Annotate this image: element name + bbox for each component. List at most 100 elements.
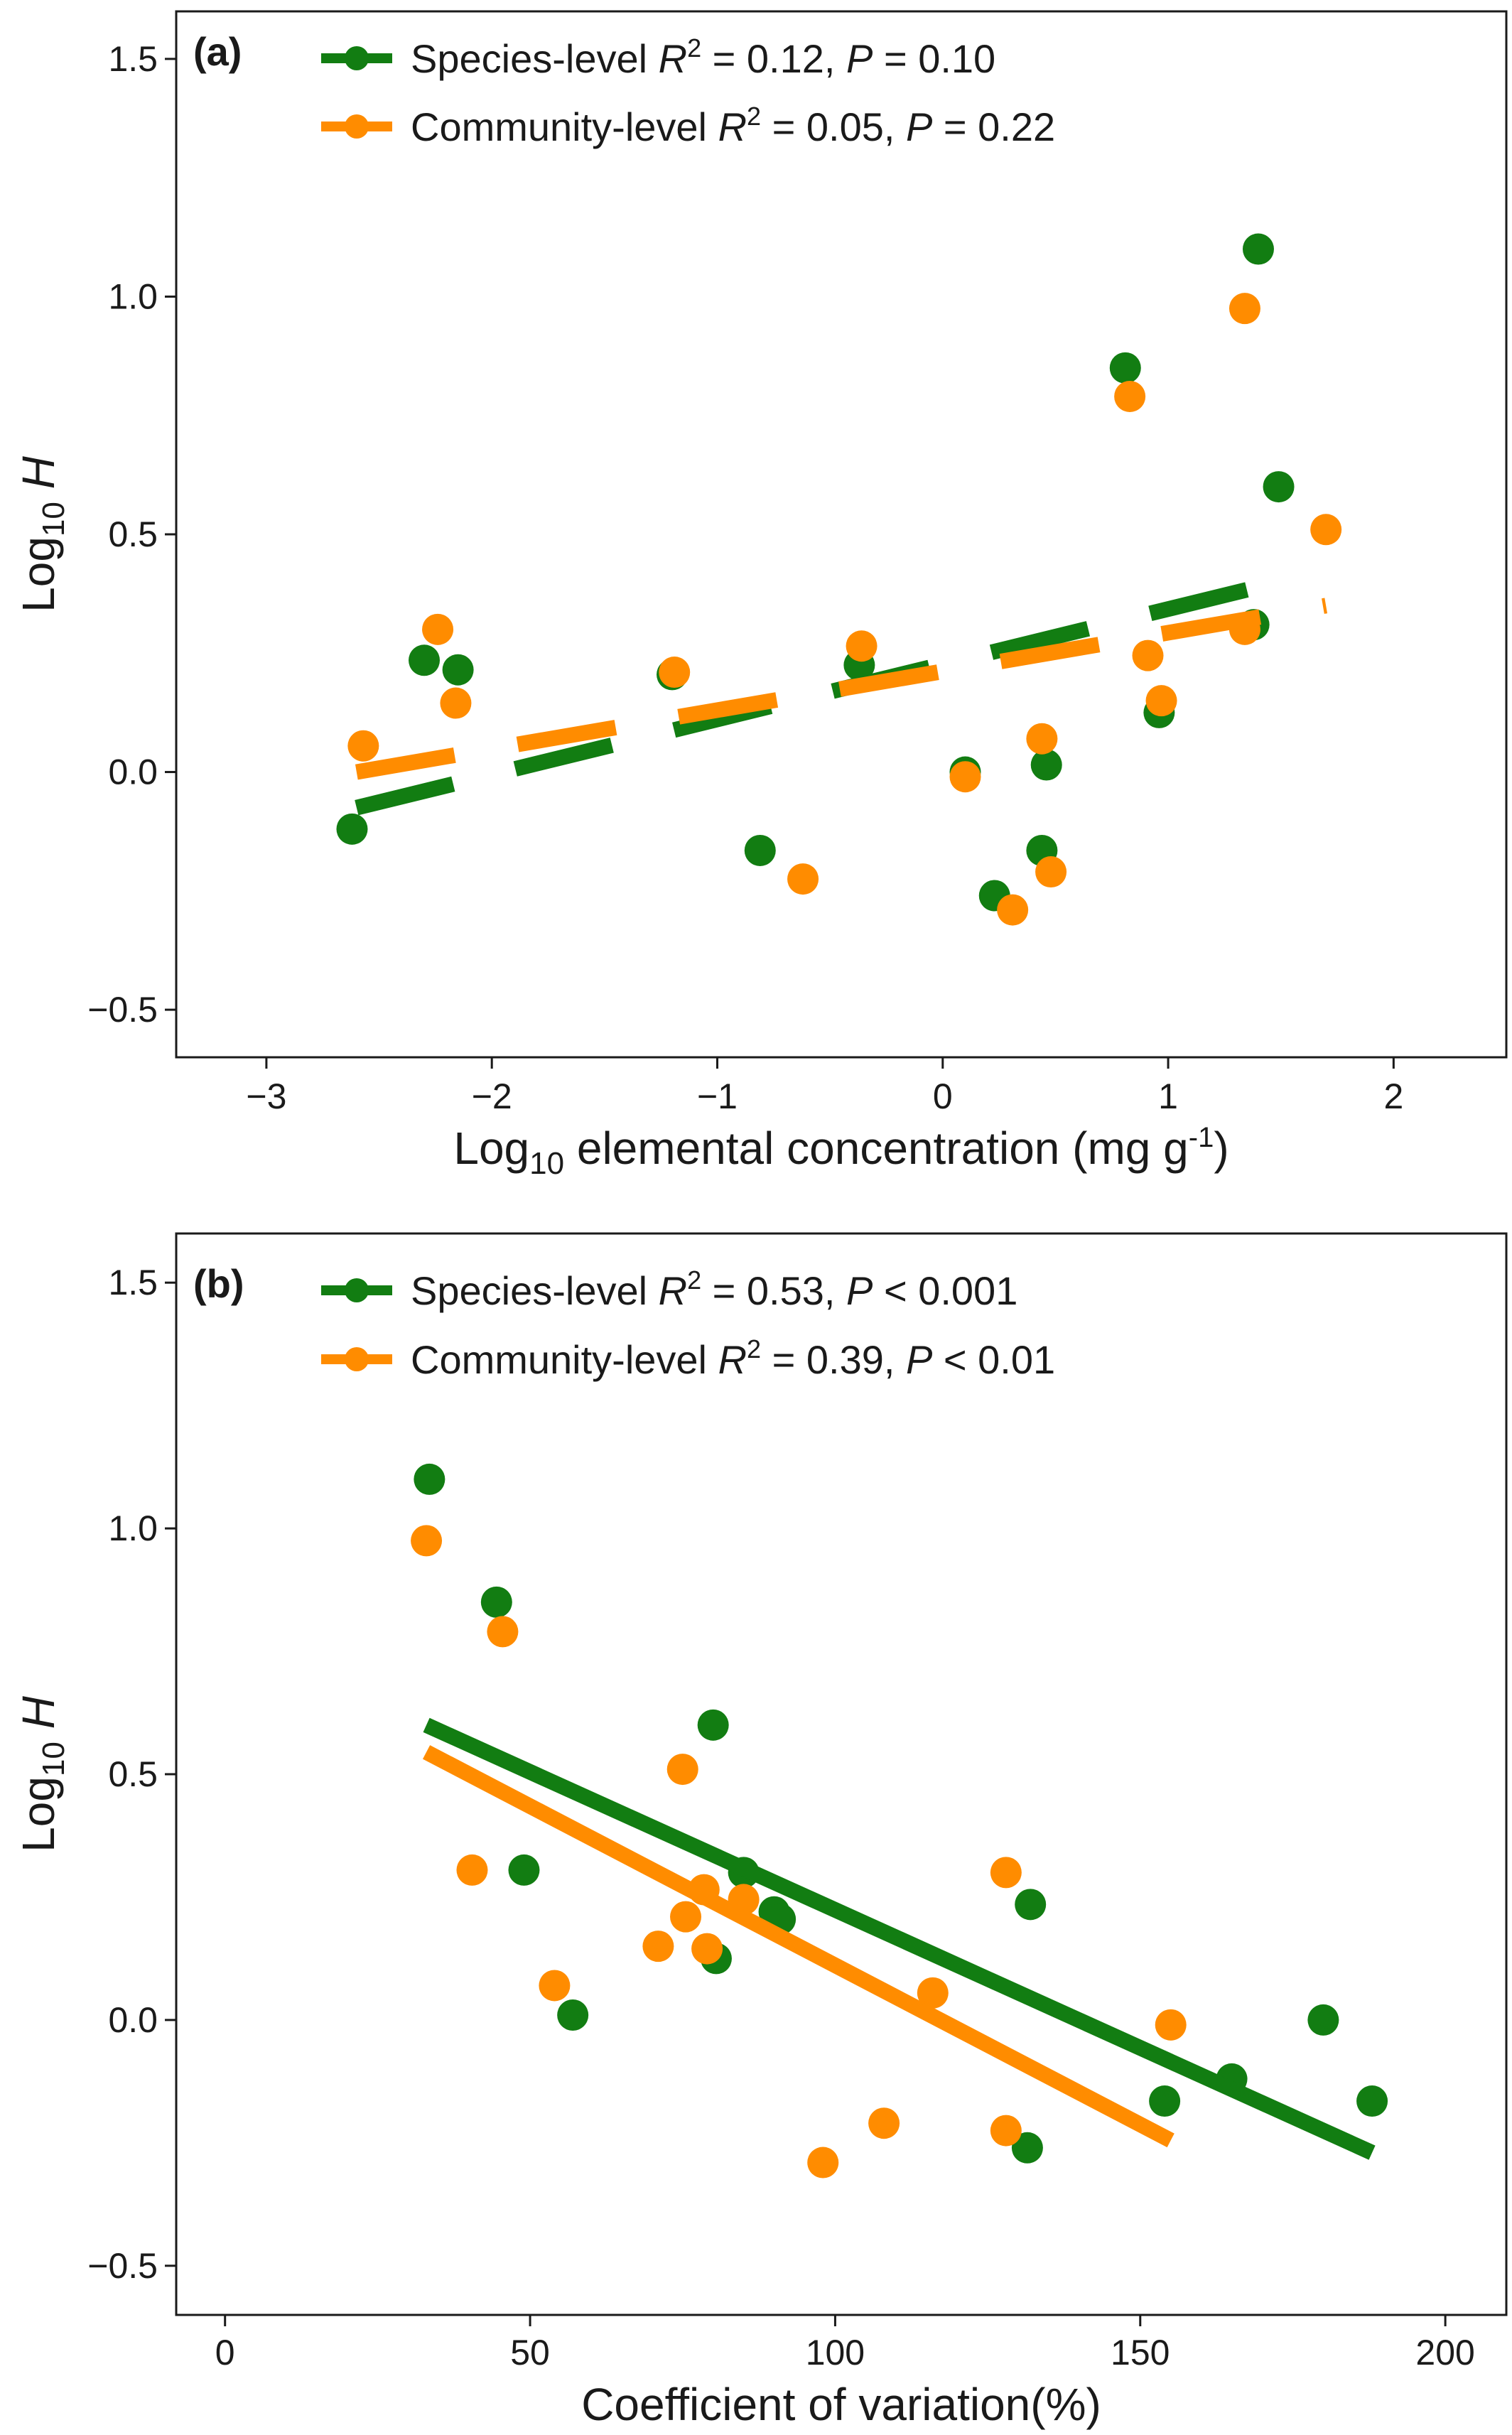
y-tick-label: 0.5 xyxy=(108,514,158,554)
x-tick-label: 200 xyxy=(1415,2333,1474,2372)
y-axis-title-space xyxy=(13,489,64,502)
y-axis-title-space xyxy=(13,1729,64,1742)
y-tick-label: 1.5 xyxy=(108,1263,158,1302)
x-axis-title-superscript: -1 xyxy=(1189,1122,1214,1153)
x-tick-label: 0 xyxy=(215,2333,235,2372)
species-level-point xyxy=(1030,749,1062,781)
community-level-point xyxy=(642,1931,674,1962)
y-axis-title-subscript: 10 xyxy=(36,502,71,536)
x-axis-title: Log10 elemental concentration (mg g-1) xyxy=(453,1122,1228,1181)
community-level-point xyxy=(1310,514,1342,546)
community-level-fit-line xyxy=(422,1745,1174,2148)
legend-r-superscript: 2 xyxy=(747,102,761,131)
community-level-point xyxy=(659,657,691,689)
community-level-point xyxy=(456,1854,488,1886)
community-level-point xyxy=(670,1901,702,1933)
y-axis-title: Log10 H xyxy=(13,455,71,612)
species-level-point xyxy=(557,1999,589,2031)
community-level-point xyxy=(1155,2009,1187,2041)
legend-p-value: < 0.001 xyxy=(873,1268,1017,1313)
y-axis-title-variable: H xyxy=(13,455,64,489)
species-level-point xyxy=(1356,2085,1388,2117)
legend-p-symbol: P xyxy=(906,104,932,149)
species-level-point xyxy=(1015,1889,1047,1921)
x-tick-label: −2 xyxy=(472,1076,512,1116)
community-level-point xyxy=(440,687,472,719)
species-level-fit-line xyxy=(355,576,1272,816)
species-level-point xyxy=(1011,2132,1043,2164)
species-level-point xyxy=(1307,2004,1339,2036)
legend-r-symbol: R xyxy=(718,104,747,149)
x-axis-title-text: ) xyxy=(1214,1123,1228,1174)
community-level-point xyxy=(949,761,981,793)
community-level-point xyxy=(411,1525,443,1557)
panel-tag: (b) xyxy=(193,1261,244,1306)
community-level-point xyxy=(347,730,379,762)
species-level-legend-label: Species-level R2 = 0.12, P = 0.10 xyxy=(411,33,995,81)
legend-r-superscript: 2 xyxy=(687,1265,701,1295)
species-level-point xyxy=(1149,2085,1181,2117)
legend-r-symbol: R xyxy=(718,1337,747,1382)
y-tick-label: 1.0 xyxy=(108,276,158,316)
y-tick-label: −0.5 xyxy=(87,2246,158,2286)
legend-r-value: = 0.39, xyxy=(761,1337,906,1382)
species-level-point xyxy=(409,644,441,676)
community-level-point xyxy=(666,1754,698,1786)
species-level-point xyxy=(508,1854,540,1886)
y-tick-label: 1.0 xyxy=(108,1508,158,1548)
legend-series-name: Community-level xyxy=(411,1337,718,1382)
community-level-point xyxy=(487,1616,519,1648)
legend-series-name: Community-level xyxy=(411,104,718,149)
community-level-point xyxy=(787,863,819,895)
community-level-point xyxy=(691,1933,723,1965)
panel-tag: (a) xyxy=(193,29,242,74)
legend-series-name: Species-level xyxy=(411,36,659,81)
legend-r-value: = 0.12, xyxy=(701,36,846,81)
community-level-point xyxy=(1026,723,1058,755)
x-tick-label: 2 xyxy=(1383,1076,1403,1116)
legend-r-superscript: 2 xyxy=(747,1334,761,1364)
species-level-legend-marker xyxy=(345,1278,369,1302)
community-level-legend-marker xyxy=(345,114,369,139)
y-tick-label: 0.5 xyxy=(108,1754,158,1794)
community-level-point xyxy=(917,1977,949,2009)
species-level-fit-line xyxy=(423,1717,1376,2160)
legend-series-name: Species-level xyxy=(411,1268,659,1313)
legend-p-symbol: P xyxy=(846,36,873,81)
plot-frame xyxy=(175,10,1508,1059)
x-tick-label: −1 xyxy=(697,1076,738,1116)
y-axis-title-text: Log xyxy=(13,1776,64,1852)
community-level-point xyxy=(1228,293,1260,325)
community-level-point xyxy=(1114,380,1146,412)
x-axis-title-text: Log xyxy=(453,1123,529,1174)
x-tick-label: 1 xyxy=(1158,1076,1178,1116)
legend-r-value: = 0.05, xyxy=(761,104,906,149)
community-level-legend-label: Community-level R2 = 0.39, P < 0.01 xyxy=(411,1334,1055,1382)
community-level-legend-label: Community-level R2 = 0.05, P = 0.22 xyxy=(411,102,1055,149)
species-level-point xyxy=(480,1586,512,1618)
panel-b-scatter-plot: −0.5 0.0 0.5 1.0 1.5 0 50 100 150 200 Log10 H Coeff… xyxy=(13,1232,1508,2430)
legend-p-value: = 0.22 xyxy=(932,104,1055,149)
legend-p-symbol: P xyxy=(906,1337,932,1382)
x-axis-title: Coefficient of variation(%) xyxy=(581,2379,1101,2430)
community-level-point xyxy=(997,894,1029,926)
x-tick-label: 50 xyxy=(510,2333,550,2372)
community-level-point xyxy=(990,1857,1022,1889)
legend-r-superscript: 2 xyxy=(687,33,701,63)
species-level-point xyxy=(1242,233,1274,265)
x-tick-label: 0 xyxy=(933,1076,953,1116)
community-level-legend-marker xyxy=(345,1347,369,1371)
species-level-legend-label: Species-level R2 = 0.53, P < 0.001 xyxy=(411,1265,1017,1313)
community-level-point xyxy=(846,630,878,662)
community-level-point xyxy=(868,2107,900,2139)
species-level-point xyxy=(1109,352,1141,384)
legend-p-value: < 0.01 xyxy=(932,1337,1055,1382)
species-level-point xyxy=(697,1709,729,1741)
y-tick-label: 0.0 xyxy=(108,752,158,792)
x-axis-title-text: elemental concentration (mg g xyxy=(564,1123,1189,1174)
plot-frame xyxy=(175,1232,1508,2316)
y-tick-label: 1.5 xyxy=(108,39,158,79)
community-level-fit-line xyxy=(355,598,1328,780)
legend-r-symbol: R xyxy=(659,36,687,81)
